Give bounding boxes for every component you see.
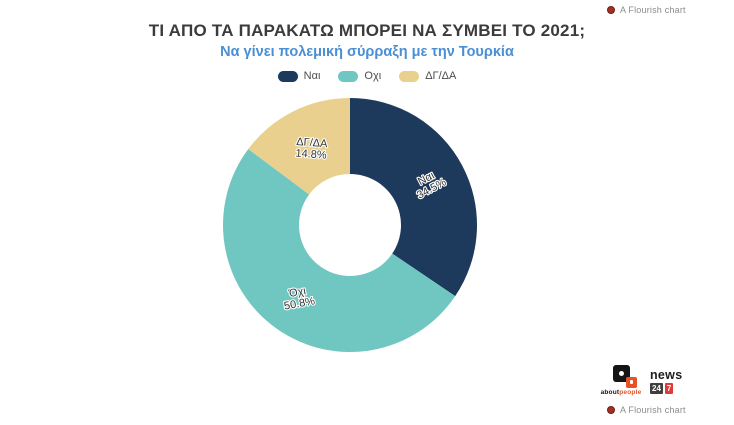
legend-label: ΔΓ/ΔΑ (425, 70, 457, 82)
branding-logos: aboutpeople news 24 7 (598, 363, 698, 399)
chart-title: ΤΙ ΑΠΟ ΤΑ ΠΑΡΑΚΑΤΩ ΜΠΟΡΕΙ ΝΑ ΣΥΜΒΕΙ ΤΟ 2… (148, 21, 586, 40)
legend-item-2[interactable]: ΔΓ/ΔΑ (399, 70, 456, 82)
donut-slice-1[interactable] (222, 148, 456, 353)
chart-header: ΤΙ ΑΠΟ ΤΑ ΠΑΡΑΚΑΤΩ ΜΠΟΡΕΙ ΝΑ ΣΥΜΒΕΙ ΤΟ 2… (0, 21, 734, 60)
flourish-badge-label: A Flourish chart (620, 5, 686, 15)
flourish-badge-bottom[interactable]: A Flourish chart (607, 405, 686, 415)
legend-label: Ναι (303, 70, 321, 82)
legend-swatch-icon (338, 70, 359, 82)
legend-swatch-icon (399, 70, 420, 82)
aboutpeople-wordmark: aboutpeople (595, 389, 647, 396)
flourish-badge-top[interactable]: A Flourish chart (607, 5, 686, 15)
donut-chart: Ναι34.5%Όχι50.8%ΔΓ/ΔΑ14.8% (222, 98, 477, 353)
aboutpeople-black-square-icon (613, 365, 630, 382)
news247-box-24: 24 (650, 383, 663, 394)
chart-subtitle: Να γίνει πολεμική σύρραξη με την Τουρκία (220, 44, 514, 60)
chart-legend: Ναι Οχι ΔΓ/ΔΑ (0, 70, 734, 82)
legend-label: Οχι (364, 70, 382, 82)
aboutpeople-white-dot-icon (619, 371, 624, 376)
aboutpeople-orange-dot-icon (630, 380, 633, 384)
aboutpeople-logo: aboutpeople (598, 363, 644, 397)
aboutpeople-orange-square-icon (626, 377, 637, 388)
donut-chart-area: Ναι34.5% Όχι50.8% ΔΓ/ΔΑ14.8% (220, 95, 480, 355)
news247-logo: news 24 7 (650, 368, 683, 394)
legend-item-1[interactable]: Οχι (338, 70, 381, 82)
aboutpeople-word-about: about (600, 389, 620, 396)
flourish-dot-icon (607, 6, 615, 14)
legend-item-0[interactable]: Ναι (277, 70, 321, 82)
aboutpeople-word-people: people (619, 389, 642, 396)
news247-box-7: 7 (664, 383, 674, 394)
donut-slice-0[interactable] (350, 98, 477, 297)
flourish-dot-icon (607, 406, 615, 414)
news247-wordmark: news (650, 368, 683, 382)
flourish-badge-label: A Flourish chart (620, 405, 686, 415)
legend-swatch-icon (277, 70, 298, 82)
donut-slice-2[interactable] (248, 98, 350, 195)
slice-label-1: Όχι50.8% (281, 284, 316, 313)
slice-label-2: ΔΓ/ΔΑ14.8% (295, 136, 328, 162)
news247-numbers: 24 7 (650, 383, 680, 394)
